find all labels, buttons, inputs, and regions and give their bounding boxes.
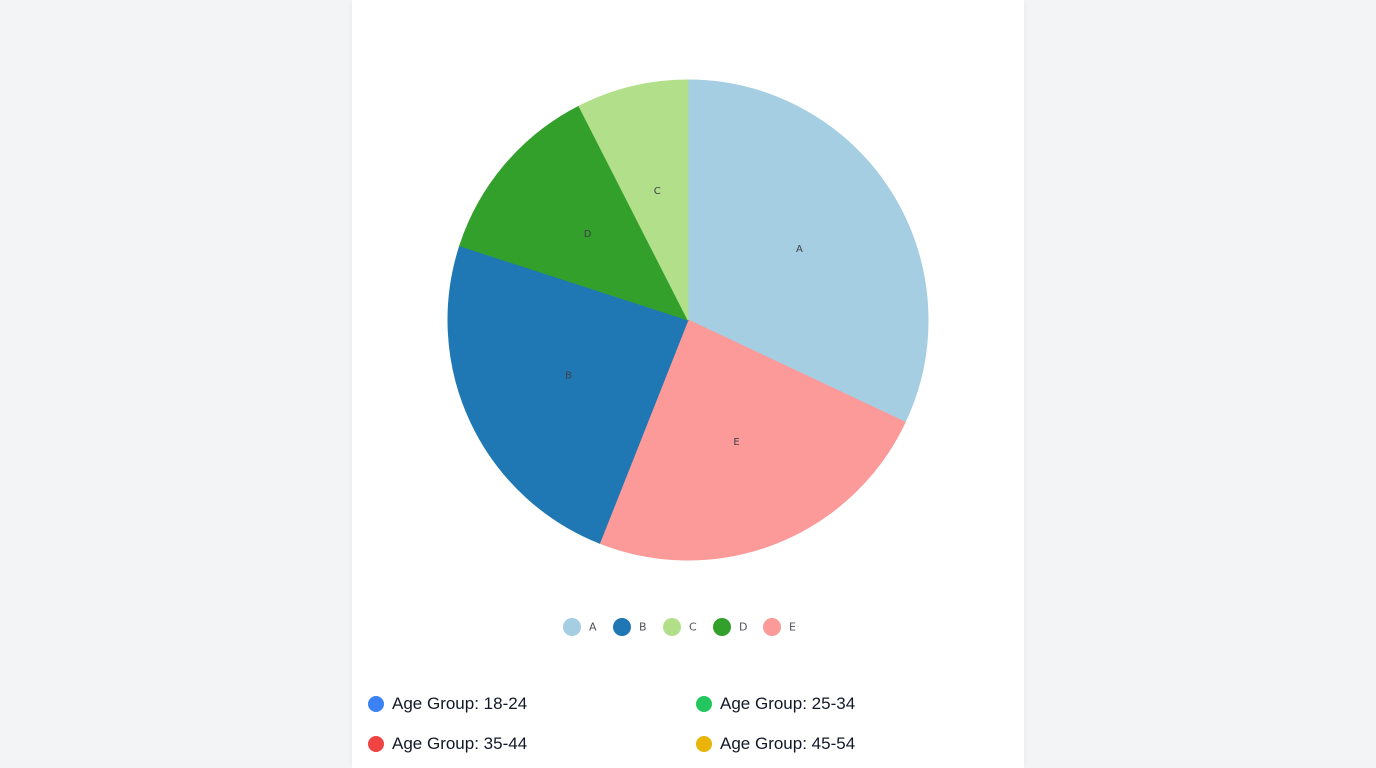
legend-swatch-e[interactable] [763, 618, 781, 636]
pie-slice-label-d: D [584, 229, 592, 240]
age-legend-label: Age Group: 35-44 [392, 734, 528, 753]
pie-slice-labels: A E B D C [565, 186, 803, 448]
age-legend-label: Age Group: 45-54 [720, 734, 856, 753]
age-legend-item: Age Group: 35-44 [368, 730, 527, 758]
legend-label-c[interactable]: C [689, 621, 697, 634]
pie-slice-label-e: E [733, 437, 739, 448]
legend-swatch-a[interactable] [563, 618, 581, 636]
age-legend-item: Age Group: 45-54 [696, 730, 855, 758]
chart-card: A E B D C A B C D E Age Group: 18-24 Age Group: … [352, 0, 1024, 768]
pie-slice-label-b: B [565, 371, 572, 382]
legend-swatch-c[interactable] [663, 618, 681, 636]
legend-label-a[interactable]: A [589, 621, 597, 634]
pie-slice-label-a: A [796, 244, 803, 255]
age-legend-item: Age Group: 18-24 [368, 690, 527, 718]
pie-slice-label-c: C [654, 186, 661, 197]
pie-chart: A E B D C A B C D E [447, 79, 929, 636]
age-legend-dot [368, 736, 384, 752]
pie-slice-b[interactable] [447, 245, 689, 544]
age-legend-dot [368, 696, 384, 712]
age-legend-dot [696, 736, 712, 752]
legend-label-e[interactable]: E [789, 621, 796, 634]
age-legend-label: Age Group: 18-24 [392, 694, 528, 713]
legend-label-b[interactable]: B [639, 621, 647, 634]
pie-slice-d[interactable] [459, 105, 689, 321]
age-legend-label: Age Group: 25-34 [720, 694, 856, 713]
legend-swatch-b[interactable] [613, 618, 631, 636]
age-legend-dot [696, 696, 712, 712]
age-legend-item: Age Group: 25-34 [696, 690, 855, 718]
pie-slice-e[interactable] [599, 319, 906, 561]
pie-slices [447, 79, 929, 561]
legend-label-d[interactable]: D [739, 621, 747, 634]
chart-legend: A B C D E [563, 618, 796, 636]
pie-slice-c[interactable] [578, 79, 689, 321]
pie-slice-a[interactable] [687, 79, 929, 423]
legend-swatch-d[interactable] [713, 618, 731, 636]
